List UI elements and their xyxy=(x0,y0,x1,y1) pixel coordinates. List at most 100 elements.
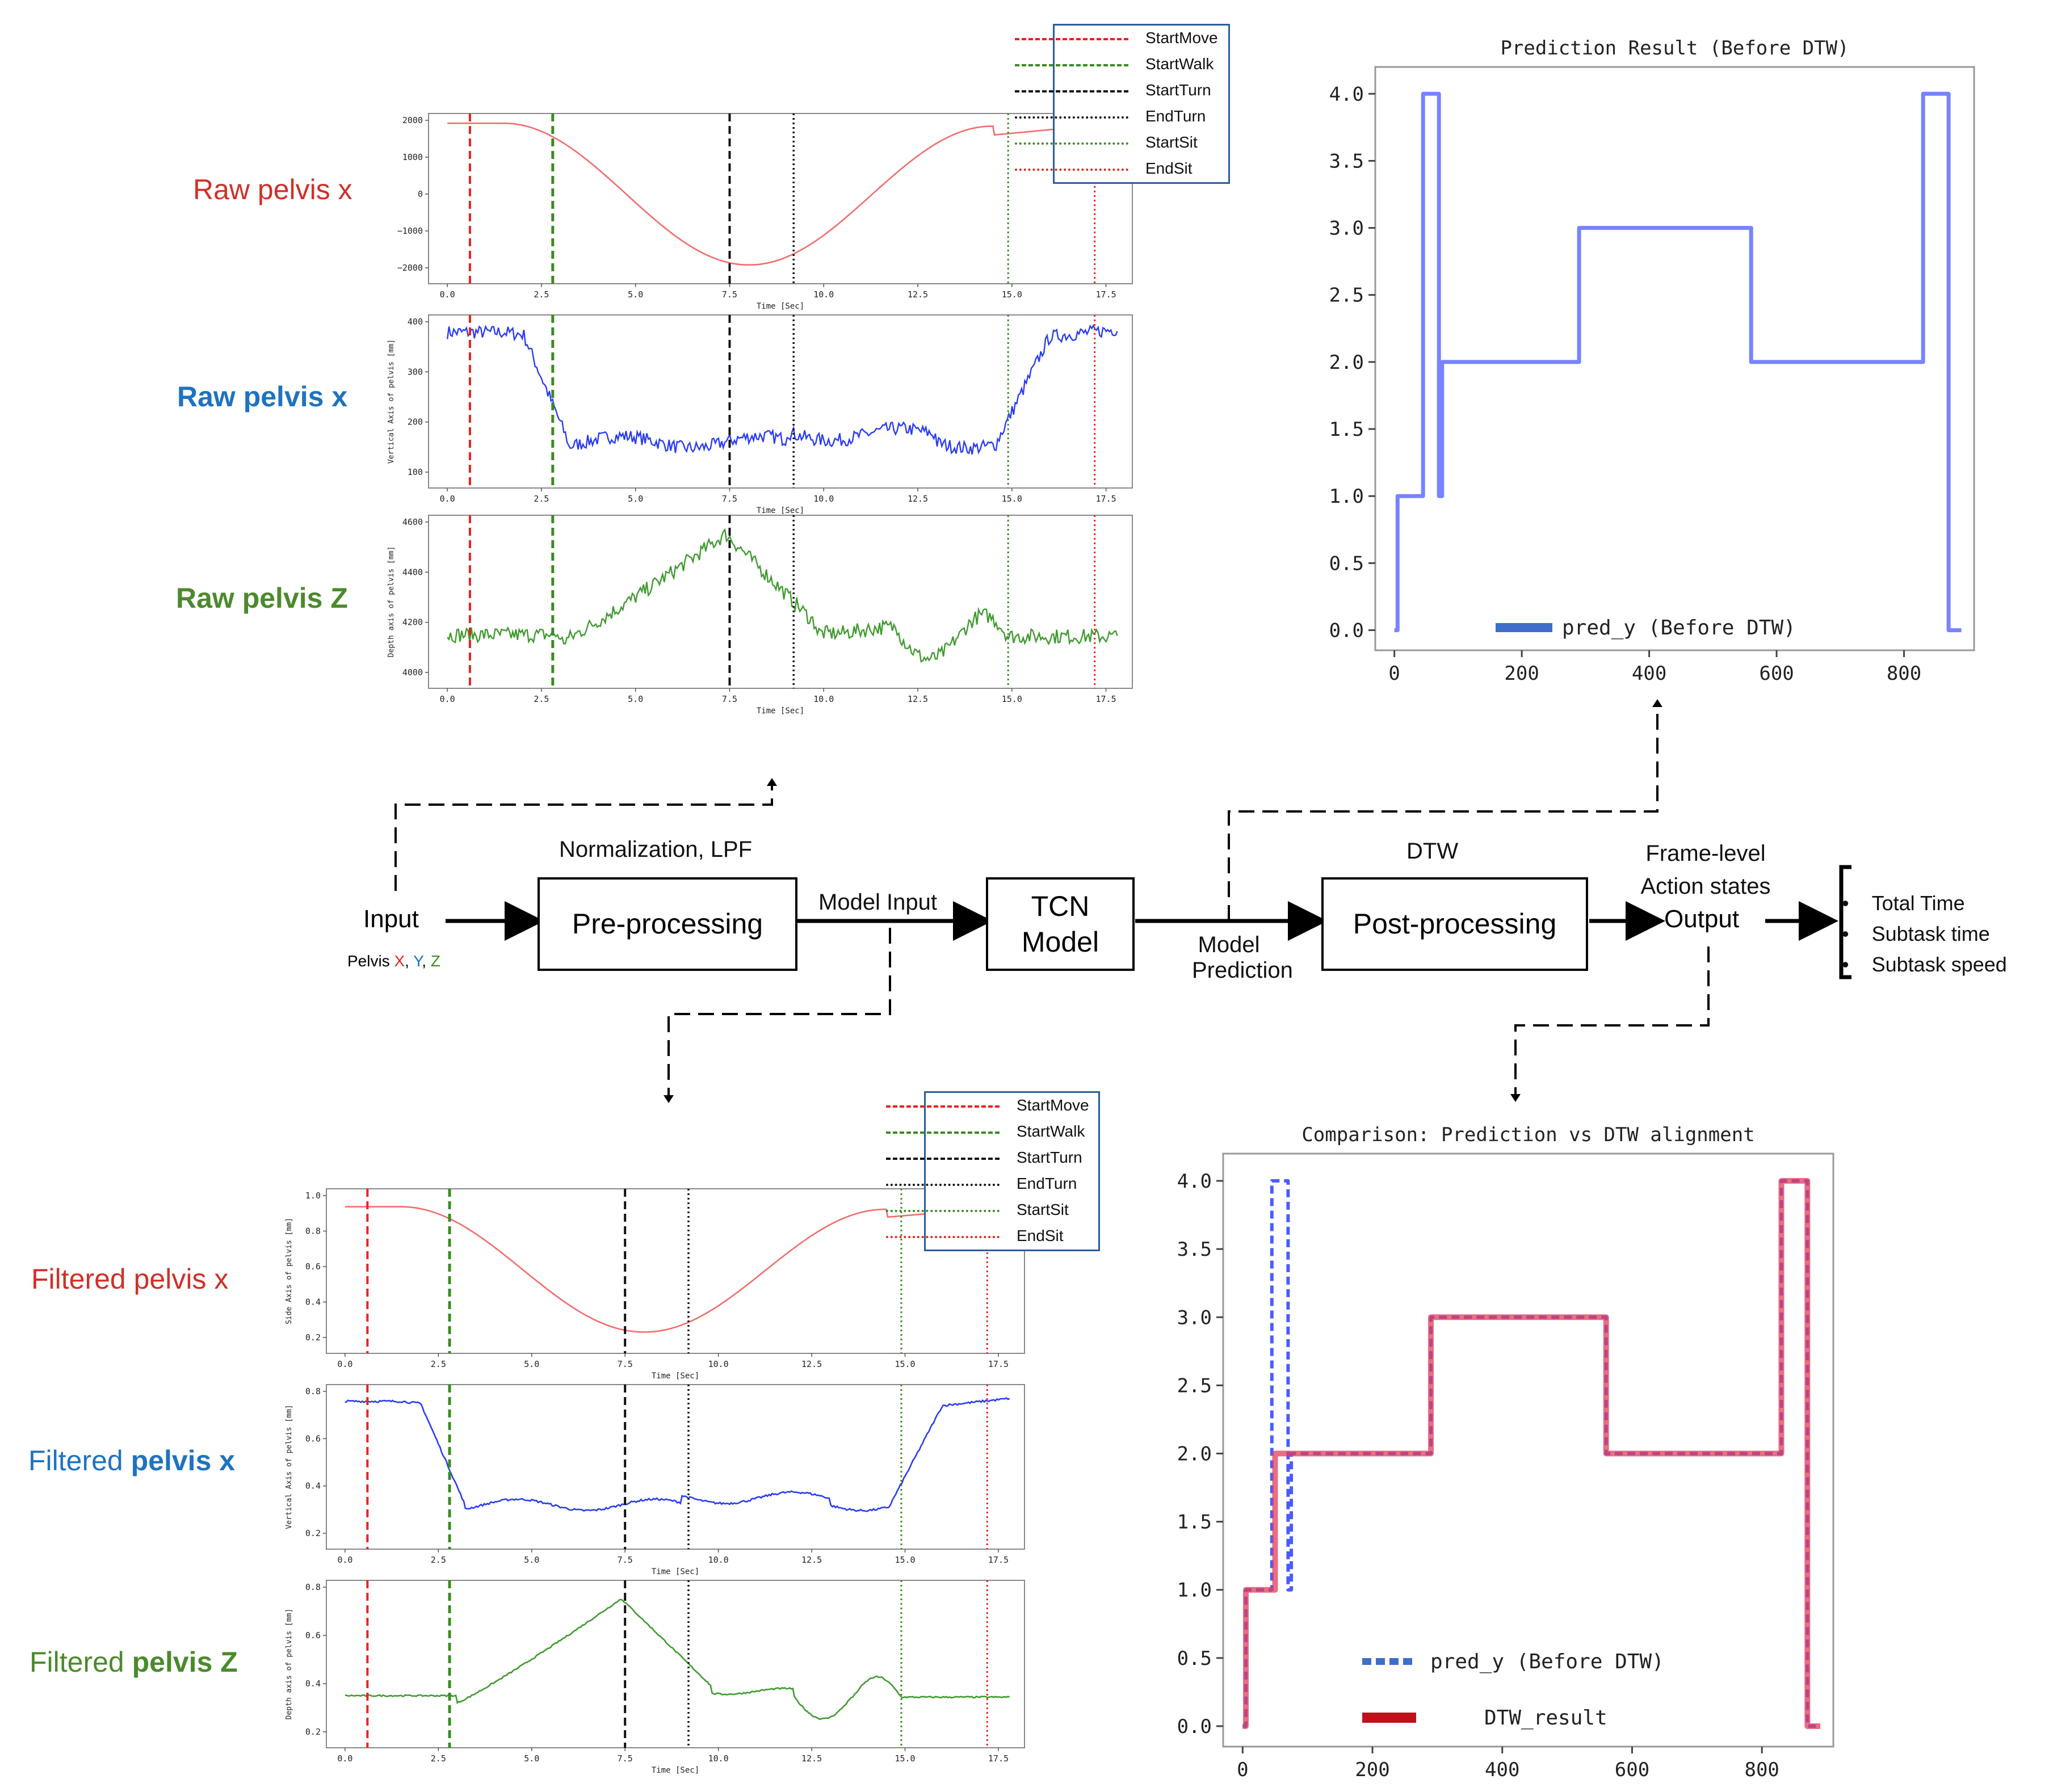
y-tick-label: 1000 xyxy=(402,152,423,162)
x-tick-label: 12.5 xyxy=(801,1359,822,1369)
input-sub-sep2: , xyxy=(422,952,431,970)
legend-item-endturn: EndTurn xyxy=(1015,104,1228,129)
x-tick-label: 15.0 xyxy=(895,1555,915,1565)
x-tick-label: 10.0 xyxy=(813,289,834,300)
input-subtitle: Pelvis X, Y, Z xyxy=(347,952,440,970)
x-tick-label: 7.5 xyxy=(722,289,737,300)
prediction-title: Prediction Result (Before DTW) xyxy=(1500,37,1849,60)
x-tick-label: 0.0 xyxy=(440,289,455,300)
result-item: • Total Time xyxy=(1842,891,1965,915)
frame-line1: Frame-level xyxy=(1645,841,1766,866)
filtered-x-panel-signal xyxy=(345,1206,1010,1333)
y-tick-label: 0.5 xyxy=(1329,552,1364,575)
panel-frame xyxy=(326,1384,1025,1550)
x-tick-label: 10.0 xyxy=(708,1359,729,1369)
y-tick-label: 2.5 xyxy=(1177,1374,1212,1397)
normalization-label: Normalization, LPF xyxy=(559,837,753,862)
y-tick-label: 0.5 xyxy=(1177,1647,1212,1670)
legend-text: EndSit xyxy=(1145,159,1193,177)
tcn-line2: Model xyxy=(1021,926,1099,958)
model-pred-line2: Prediction xyxy=(1192,958,1293,983)
y-tick-label: 400 xyxy=(408,317,423,327)
output-label: Output xyxy=(1664,905,1740,933)
x-tick-label: 10.0 xyxy=(708,1555,729,1565)
y-tick-label: 4.0 xyxy=(1177,1170,1212,1193)
x-axis-label: Time [Sec] xyxy=(652,1567,699,1576)
x-tick-label: 200 xyxy=(1355,1759,1389,1781)
x-tick-label: 7.5 xyxy=(722,494,737,504)
x-tick-label: 15.0 xyxy=(895,1359,915,1369)
y-tick-label: −1000 xyxy=(397,226,423,236)
dashed-arrowhead-prediction xyxy=(1652,699,1662,707)
legend-item-startturn: StartTurn xyxy=(886,1145,1098,1170)
x-tick-label: 7.5 xyxy=(618,1753,633,1764)
y-tick-label: 0.8 xyxy=(305,1386,321,1396)
input-label: Input xyxy=(363,905,419,933)
legend-item-startturn: StartTurn xyxy=(1015,78,1228,103)
x-tick-label: 0.0 xyxy=(440,694,455,704)
frame-level-label: Frame-level Action states xyxy=(1626,837,1785,903)
raw-z-panel-signal xyxy=(447,528,1118,663)
x-tick-label: 5.0 xyxy=(524,1359,539,1369)
filtered-z-prefix: Filtered xyxy=(30,1646,132,1678)
comparison-series-2 xyxy=(1242,1178,1821,1729)
legend-item-startwalk: StartWalk xyxy=(886,1119,1098,1144)
y-tick-label: 3.0 xyxy=(1329,217,1364,240)
x-tick-label: 800 xyxy=(1744,1759,1779,1781)
y-tick-label: 4600 xyxy=(402,517,423,527)
filtered-pelvis-x-label: Filtered pelvis x xyxy=(31,1263,229,1295)
model-pred-line1: Model xyxy=(1198,932,1260,957)
x-tick-label: 12.5 xyxy=(801,1555,822,1565)
filtered-pelvis-y-label: Filtered pelvis x xyxy=(28,1444,235,1477)
x-tick-label: 2.5 xyxy=(534,289,549,300)
y-tick-label: 0.2 xyxy=(305,1727,321,1737)
y-tick-label: −2000 xyxy=(397,263,423,273)
y-tick-label: 300 xyxy=(408,367,423,377)
legend-item-startmove: StartMove xyxy=(1015,26,1228,51)
legend-text: StartMove xyxy=(1017,1096,1089,1114)
raw-x-panel: 0.0 2.5 5.0 7.5 10.0 12.5 15.0 17.5 Time [Sec] 20… xyxy=(397,113,1133,311)
legend-item-endsit: EndSit xyxy=(886,1223,1098,1248)
x-tick-label: 17.5 xyxy=(1096,694,1116,704)
x-tick-label: 10.0 xyxy=(708,1753,729,1764)
legend-text: StartTurn xyxy=(1145,81,1211,99)
x-tick-label: 0.0 xyxy=(337,1753,352,1764)
comparison-title: Comparison: Prediction vs DTW alignment xyxy=(1301,1124,1754,1146)
y-tick-label: 1.0 xyxy=(305,1191,321,1201)
y-axis-label: Vertical Axis of pelvis [mm] xyxy=(387,339,396,464)
y-tick-label: 2000 xyxy=(402,115,423,125)
tcn-model-box: TCN Model xyxy=(986,877,1135,971)
legend-text: EndSit xyxy=(1017,1227,1064,1244)
results-list: • Total Time • Subtask time • Subtask sp… xyxy=(1842,888,2007,980)
result-item: • Subtask time xyxy=(1842,922,1990,945)
result-subtask-speed: Subtask speed xyxy=(1871,953,2007,976)
flow-connectors xyxy=(394,699,1851,1103)
dashed-arrowhead-filtered xyxy=(664,1095,674,1103)
legend-text: StartSit xyxy=(1017,1201,1069,1218)
raw-pelvis-z-label: Raw pelvis Z xyxy=(176,582,348,614)
raw-y-panel: 0.0 2.5 5.0 7.5 10.0 12.5 15.0 17.5 Time [Sec] 40… xyxy=(387,314,1133,515)
x-tick-label: 0 xyxy=(1237,1759,1248,1781)
legend-text: StartWalk xyxy=(1017,1122,1085,1140)
input-sub-y: Y xyxy=(413,952,422,970)
y-tick-label: 4000 xyxy=(402,667,423,678)
x-axis-label: Time [Sec] xyxy=(757,302,804,311)
preprocessing-label: Pre-processing xyxy=(572,908,763,940)
x-tick-label: 7.5 xyxy=(722,694,737,704)
x-axis-label: Time [Sec] xyxy=(757,506,804,515)
model-prediction-label: Model Prediction xyxy=(1192,932,1293,983)
legend-text: StartSit xyxy=(1145,133,1198,151)
input-sub-sep1: , xyxy=(405,952,414,970)
y-tick-label: 0.4 xyxy=(305,1481,321,1491)
y-tick-label: 0.4 xyxy=(305,1679,321,1689)
x-tick-label: 400 xyxy=(1632,662,1666,685)
dashed-output-to-comparison-plot xyxy=(1514,947,1710,1094)
filtered-x-panel: 0.0 2.5 5.0 7.5 10.0 12.5 15.0 17.5 Time [Sec] 1.… xyxy=(285,1188,1025,1381)
y-axis-label: Depth axis of pelvis [mm] xyxy=(285,1609,293,1720)
prediction-chart: Prediction Result (Before DTW) 0 200 400 600… xyxy=(1329,37,1975,685)
dtw-label: DTW xyxy=(1406,839,1459,864)
x-tick-label: 7.5 xyxy=(618,1359,633,1369)
preprocessing-box: Pre-processing xyxy=(538,877,797,971)
postprocessing-box: Post-processing xyxy=(1321,877,1588,971)
